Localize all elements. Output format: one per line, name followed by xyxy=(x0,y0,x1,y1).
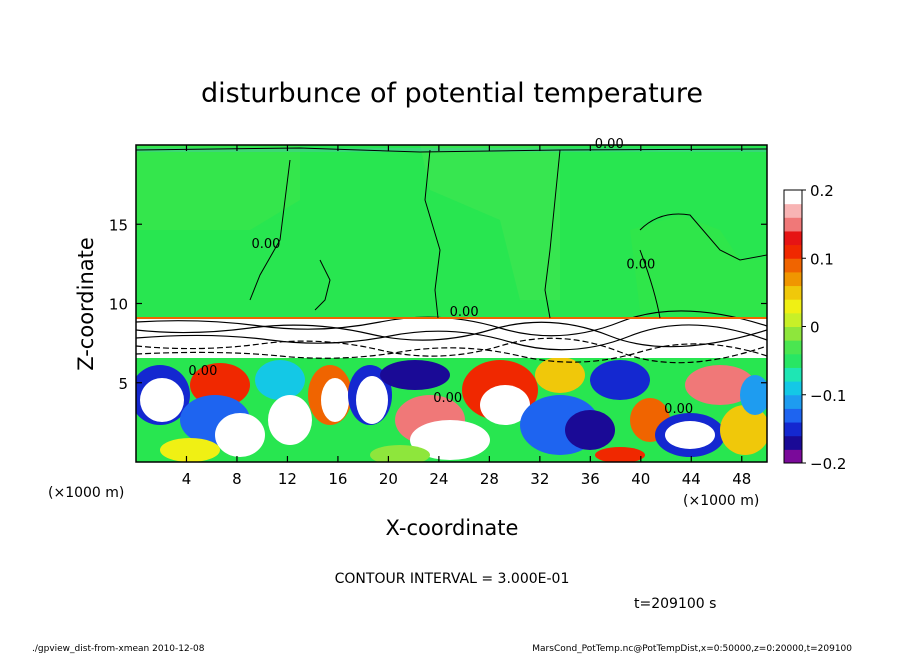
colorbar-ticks: 0.2 0.1 0 −0.1 −0.2 xyxy=(802,182,846,473)
x-axis-label: X-coordinate xyxy=(386,516,519,540)
contour-label: 0.00 xyxy=(188,364,217,379)
footer-left: ./gpview_dist-from-xmean 2010-12-08 xyxy=(32,644,205,654)
colorbar-swatch xyxy=(784,312,802,327)
chart-title: disturbunce of potential temperature xyxy=(201,78,703,109)
x-tick-label: 24 xyxy=(429,470,448,488)
x-tick-label: 28 xyxy=(480,470,499,488)
colorbar-swatch xyxy=(784,271,802,287)
upper-contour-band xyxy=(136,148,767,152)
y-tick-label: 5 xyxy=(118,375,128,393)
colorbar-swatch xyxy=(784,285,802,300)
colorbar-swatch xyxy=(784,258,802,273)
colorbar-swatch xyxy=(784,435,802,450)
colorbar-swatch xyxy=(784,299,802,314)
x-tick-label: 8 xyxy=(232,470,242,488)
x-unit-label-right: (×1000 m) xyxy=(683,493,759,509)
contour-labels: 0.00 0.00 0.00 0.00 0.00 0.00 0.00 xyxy=(188,137,693,417)
contour-interval-text: CONTOUR INTERVAL = 3.000E-01 xyxy=(335,571,570,587)
upper-field-shade xyxy=(136,145,300,230)
x-tick-label: 20 xyxy=(379,470,398,488)
colorbar-swatch xyxy=(784,449,802,464)
colorbar-swatch xyxy=(784,326,802,341)
colorbar-swatch xyxy=(784,230,802,246)
y-tick-label: 10 xyxy=(109,296,128,314)
colorbar-swatch xyxy=(784,244,802,259)
lower-turbulence xyxy=(136,357,767,462)
colorbar-swatch xyxy=(784,394,802,409)
colorbar-swatch xyxy=(784,217,802,232)
x-tick-label: 16 xyxy=(328,470,347,488)
colorbar-tick-label: −0.2 xyxy=(810,455,846,473)
x-axis-ticks: 4 8 12 16 20 24 28 32 36 40 44 48 xyxy=(182,145,751,488)
contour-label: 0.00 xyxy=(664,402,693,417)
colorbar-swatch xyxy=(784,381,802,396)
upper-contours xyxy=(136,147,767,319)
colorbar-swatch xyxy=(784,408,802,423)
contour-label: 0.00 xyxy=(595,137,624,152)
x-tick-label: 4 xyxy=(182,470,192,488)
colorbar-tick-label: 0 xyxy=(810,319,820,337)
upper-field-shade xyxy=(630,215,767,310)
colorbar-swatch xyxy=(784,367,802,382)
contour-band-lines xyxy=(136,310,767,364)
x-tick-label: 44 xyxy=(682,470,701,488)
x-unit-label-left: (×1000 m) xyxy=(48,485,124,501)
upper-field-shade xyxy=(420,145,560,300)
y-axis-ticks: 5 10 15 xyxy=(109,216,767,393)
colorbar-swatch xyxy=(784,422,802,437)
colorbar-tick-label: 0.1 xyxy=(810,250,834,268)
plot-area xyxy=(136,145,767,462)
footer-right: MarsCond_PotTemp.nc@PotTempDist,x=0:5000… xyxy=(532,644,852,654)
colorbar-tick-label: −0.1 xyxy=(810,387,846,405)
x-tick-label: 12 xyxy=(278,470,297,488)
contour-label: 0.00 xyxy=(626,258,655,273)
y-tick-label: 15 xyxy=(109,216,128,234)
time-text: t=209100 s xyxy=(634,596,716,612)
contour-label: 0.00 xyxy=(450,305,479,320)
x-tick-label: 40 xyxy=(631,470,650,488)
colorbar-swatch xyxy=(784,353,802,368)
colorbar-tick-label: 0.2 xyxy=(810,182,834,200)
y-axis-label: Z-coordinate xyxy=(74,237,98,371)
colorbar-swatch xyxy=(784,340,802,355)
x-tick-label: 48 xyxy=(732,470,751,488)
colorbar xyxy=(784,190,802,464)
colorbar-swatch xyxy=(784,190,802,205)
x-tick-label: 32 xyxy=(530,470,549,488)
colorbar-swatch xyxy=(784,203,802,218)
contour-label: 0.00 xyxy=(433,391,462,406)
x-tick-label: 36 xyxy=(581,470,600,488)
contour-label: 0.00 xyxy=(252,237,281,252)
